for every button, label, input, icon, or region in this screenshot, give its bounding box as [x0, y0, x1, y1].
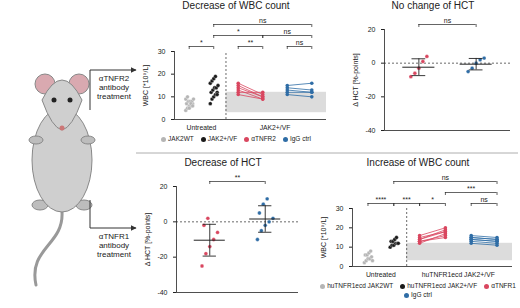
svg-text:***: *** — [403, 196, 411, 203]
svg-text:****: **** — [375, 196, 386, 203]
svg-text:Untreated: Untreated — [187, 124, 217, 131]
svg-text:20: 20 — [336, 224, 344, 231]
svg-text:ns: ns — [480, 196, 488, 203]
svg-text:0: 0 — [162, 116, 166, 123]
html-text:Increase of WBC count: Increase of WBC count — [366, 157, 470, 168]
svg-text:JAK2+/VF: JAK2+/VF — [260, 124, 291, 131]
svg-text:-20: -20 — [157, 253, 167, 260]
html-text:huTNFR1ecd JAK2+/VF: huTNFR1ecd JAK2+/VF — [407, 282, 478, 289]
svg-text:ns: ns — [444, 17, 452, 24]
svg-text:Untreated: Untreated — [366, 271, 396, 278]
svg-text:*: * — [200, 39, 203, 46]
html-text:No change of HCT: No change of HCT — [391, 0, 475, 11]
html-text:IgG ctrl: IgG ctrl — [411, 291, 432, 298]
svg-text:10: 10 — [336, 243, 344, 250]
svg-text:**: ** — [235, 174, 241, 181]
svg-text:huTNFR1ecd JAK2+/VF: huTNFR1ecd JAK2+/VF — [422, 271, 495, 278]
svg-text:***: *** — [467, 185, 475, 192]
html-text:αTNFR2 antibody treatment: αTNFR2 antibody treatment — [97, 74, 131, 101]
html-text:JAK2WT: JAK2WT — [168, 135, 194, 142]
svg-text:*: * — [237, 28, 240, 35]
svg-text:Δ HCT [%-points]: Δ HCT [%-points] — [352, 53, 360, 107]
svg-text:-40: -40 — [157, 289, 167, 296]
svg-text:ns: ns — [442, 174, 450, 181]
html-text:αTNFR2: αTNFR2 — [251, 135, 276, 142]
svg-text:0: 0 — [372, 59, 376, 66]
svg-text:20: 20 — [158, 70, 166, 77]
svg-text:0: 0 — [340, 263, 344, 270]
html-text:Decrease of WBC count: Decrease of WBC count — [182, 0, 290, 11]
svg-text:Δ HCT [%-points]: Δ HCT [%-points] — [144, 213, 152, 267]
svg-text:WBC [*10⁹/L]: WBC [*10⁹/L] — [142, 65, 150, 107]
html-text:IgG ctrl: IgG ctrl — [289, 135, 311, 142]
html-text:Decrease of HCT: Decrease of HCT — [184, 157, 262, 168]
svg-text:20: 20 — [160, 183, 168, 190]
svg-text:ns: ns — [296, 39, 304, 46]
svg-text:-40: -40 — [365, 127, 375, 134]
svg-text:ns: ns — [259, 17, 267, 24]
html-text:αTNFR1: αTNFR1 — [491, 282, 516, 289]
svg-text:20: 20 — [368, 26, 376, 33]
svg-text:30: 30 — [336, 205, 344, 212]
svg-text:*: * — [431, 196, 434, 203]
svg-text:10: 10 — [158, 93, 166, 100]
html-text:αTNFR1 antibody treatment: αTNFR1 antibody treatment — [97, 232, 131, 259]
svg-text:**: ** — [248, 39, 254, 46]
html-text:JAK2+/VF: JAK2+/VF — [207, 135, 238, 142]
svg-text:WBC [*10⁹/L]: WBC [*10⁹/L] — [320, 217, 328, 259]
svg-text:ns: ns — [284, 28, 292, 35]
html-text:huTNFR1ecd JAK2WT: huTNFR1ecd JAK2WT — [327, 282, 394, 289]
svg-text:-20: -20 — [365, 93, 375, 100]
svg-text:0: 0 — [164, 218, 168, 225]
svg-text:30: 30 — [158, 48, 166, 55]
